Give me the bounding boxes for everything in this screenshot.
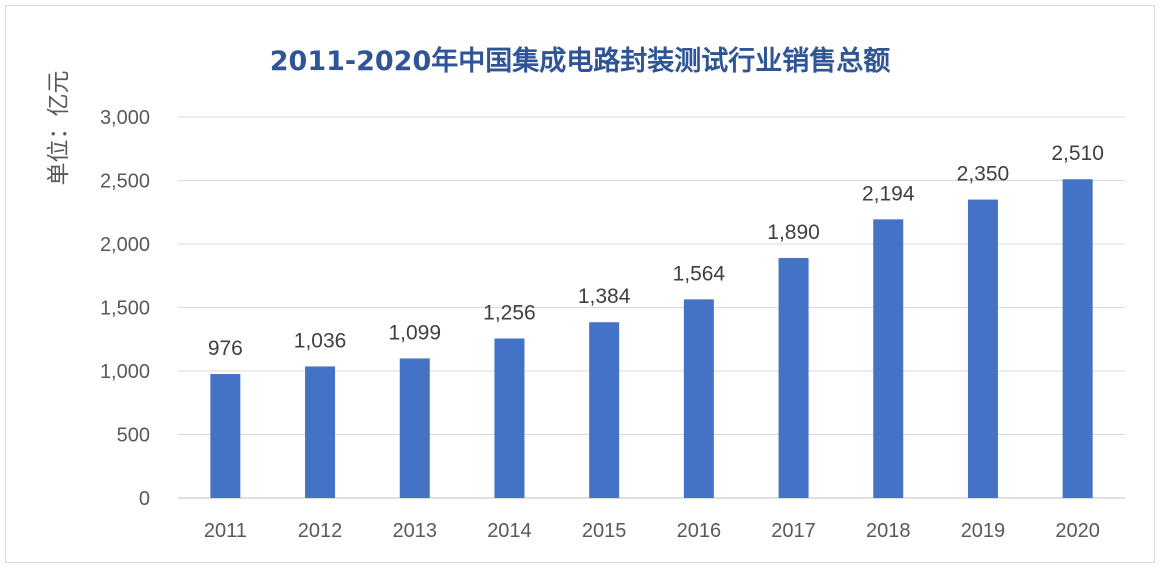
data-label: 1,099 <box>388 321 441 344</box>
y-tick-label: 500 <box>117 425 150 447</box>
y-tick-label: 2,000 <box>100 234 150 256</box>
bar <box>778 257 809 498</box>
y-axis-label: 单位：亿元 <box>46 71 72 186</box>
data-label: 1,564 <box>673 262 726 285</box>
data-label: 2,510 <box>1051 142 1104 165</box>
y-tick-label: 3,000 <box>100 107 150 129</box>
chart-title: 2011-2020年中国集成电路封装测试行业销售总额 <box>270 45 891 77</box>
data-label: 1,890 <box>767 221 820 244</box>
bar <box>210 374 241 498</box>
x-tick-label: 2012 <box>298 520 343 542</box>
gridlines <box>178 116 1125 499</box>
bar <box>1062 179 1093 499</box>
y-axis-ticks: 0 500 1,000 1,500 2,000 2,500 3,000 <box>100 107 150 510</box>
chart-frame <box>5 5 1155 563</box>
x-tick-label: 2017 <box>771 520 816 542</box>
x-tick-label: 2019 <box>961 520 1006 542</box>
x-tick-label: 2018 <box>866 520 911 542</box>
bar <box>305 366 336 498</box>
x-tick-label: 2013 <box>393 520 438 542</box>
x-tick-label: 2011 <box>204 520 247 542</box>
x-tick-label: 2016 <box>677 520 722 542</box>
data-label: 2,350 <box>957 163 1010 186</box>
bar <box>683 299 714 498</box>
data-label: 1,256 <box>483 301 536 324</box>
y-tick-label: 1,000 <box>100 361 150 383</box>
data-label: 2,194 <box>862 182 915 205</box>
y-tick-label: 0 <box>139 488 150 510</box>
bar <box>873 219 904 498</box>
data-label: 1,384 <box>578 285 631 308</box>
bar <box>399 358 430 498</box>
x-tick-label: 2014 <box>487 520 532 542</box>
y-tick-label: 2,500 <box>100 171 150 193</box>
bars <box>210 179 1093 499</box>
x-tick-label: 2015 <box>582 520 627 542</box>
data-labels: 976 1,036 1,099 1,256 1,384 1,564 1,890 2,194 2,… <box>208 142 1104 360</box>
bar <box>494 338 525 498</box>
bar <box>589 322 620 498</box>
y-tick-label: 1,500 <box>100 298 150 320</box>
data-label: 976 <box>208 337 243 360</box>
x-tick-label: 2020 <box>1055 520 1100 542</box>
x-axis-ticks: 2011 2012 2013 2014 2015 2016 2017 2018 2019 2020 <box>204 520 1100 542</box>
bar <box>967 199 998 499</box>
data-label: 1,036 <box>294 329 347 352</box>
